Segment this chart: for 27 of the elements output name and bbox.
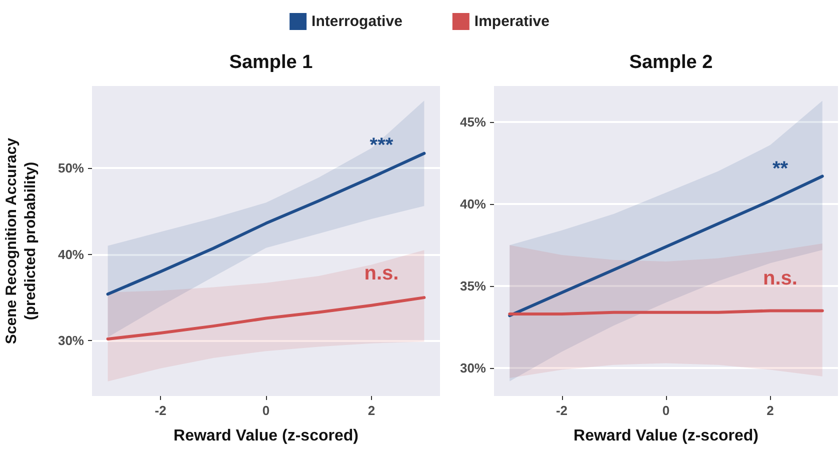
y-tick-label: 30% [58, 333, 84, 348]
line-series [106, 296, 426, 341]
x-tick-label: -2 [556, 403, 568, 418]
y-axis-title: Scene Recognition Accuracy (predicted probability) [3, 137, 39, 344]
y-tick-label: 35% [460, 278, 486, 294]
annotation: n.s. [364, 262, 399, 284]
legend-label: Imperative [474, 13, 550, 30]
chart-title: Sample 1 [229, 52, 314, 73]
y-tick-label: 40% [58, 246, 84, 262]
x-tick-label: 0 [262, 403, 270, 418]
line-series [106, 152, 426, 296]
x-tick-label: -2 [154, 403, 166, 418]
x-tick-label: 0 [662, 403, 670, 418]
annotation: n.s. [763, 268, 798, 290]
y-tick-label: 40% [460, 196, 486, 212]
y-tick-label: 50% [58, 160, 84, 176]
x-tick-label: 2 [368, 403, 376, 418]
annotation: *** [370, 134, 394, 157]
legend-label: Interrogative [312, 13, 402, 30]
annotation: ** [772, 158, 788, 180]
chart-title: Sample 2 [629, 52, 713, 73]
y-tick-label: 30% [460, 360, 486, 376]
x-axis-title: Reward Value (z-scored) [174, 428, 358, 444]
x-axis-title: Reward Value (z-scored) [574, 428, 758, 444]
line-series [508, 174, 824, 318]
x-tick-label: 2 [766, 403, 774, 418]
y-tick-label: 45% [460, 114, 486, 130]
